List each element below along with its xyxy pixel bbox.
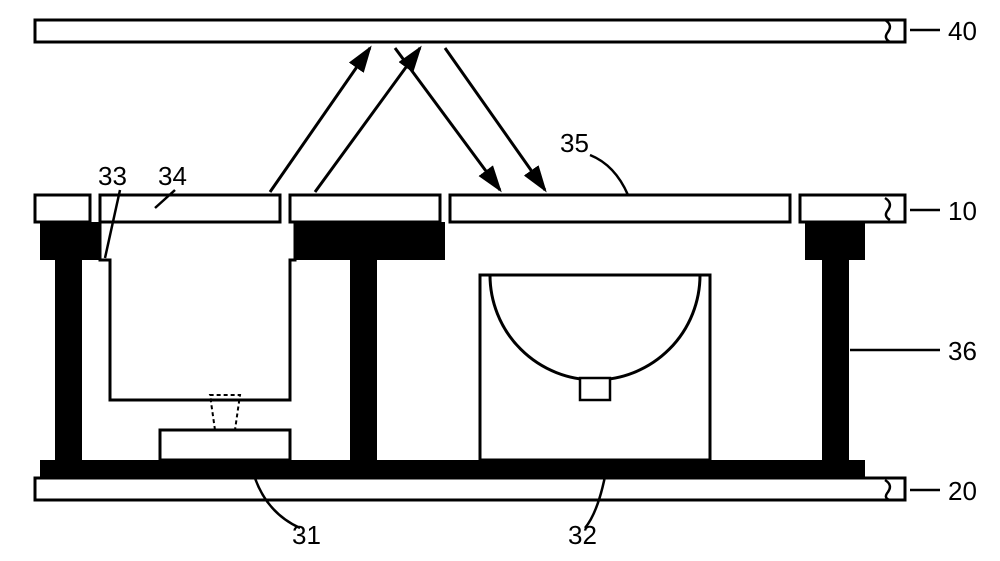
left-cavity bbox=[100, 222, 295, 400]
receiver-housing bbox=[480, 275, 710, 460]
black-mid-column bbox=[350, 260, 377, 470]
leader-33 bbox=[105, 190, 120, 258]
emitter-base bbox=[160, 430, 290, 460]
black-left-top bbox=[40, 222, 100, 260]
label-36: 36 bbox=[948, 336, 977, 367]
bottom-plate bbox=[35, 478, 905, 500]
label-20: 20 bbox=[948, 476, 977, 507]
notch-10 bbox=[885, 198, 890, 220]
ray-up-2 bbox=[315, 48, 420, 192]
ray-down-1 bbox=[395, 48, 500, 190]
label-34: 34 bbox=[158, 161, 187, 192]
label-10: 10 bbox=[948, 196, 977, 227]
label-31: 31 bbox=[292, 520, 321, 551]
seg-2 bbox=[100, 195, 280, 222]
seg-1 bbox=[35, 195, 90, 222]
technical-diagram: 40 35 34 33 10 36 20 31 32 bbox=[0, 0, 1000, 561]
diagram-svg bbox=[0, 0, 1000, 561]
ray-down-2 bbox=[445, 48, 545, 190]
black-left-column bbox=[55, 260, 82, 470]
notch-40 bbox=[885, 20, 890, 42]
notch-20 bbox=[885, 480, 890, 500]
label-40: 40 bbox=[948, 16, 977, 47]
label-32: 32 bbox=[568, 520, 597, 551]
label-33: 33 bbox=[98, 161, 127, 192]
leader-34 bbox=[155, 190, 175, 208]
label-35: 35 bbox=[560, 128, 589, 159]
ray-up-1 bbox=[270, 48, 370, 192]
seg-3 bbox=[290, 195, 440, 222]
detector bbox=[580, 378, 610, 400]
black-right-top bbox=[805, 222, 865, 260]
black-right-column bbox=[822, 260, 849, 470]
seg-4 bbox=[450, 195, 790, 222]
top-plate bbox=[35, 20, 905, 42]
black-base bbox=[40, 460, 865, 478]
black-mid-top bbox=[295, 222, 445, 260]
leader-35 bbox=[590, 155, 628, 195]
